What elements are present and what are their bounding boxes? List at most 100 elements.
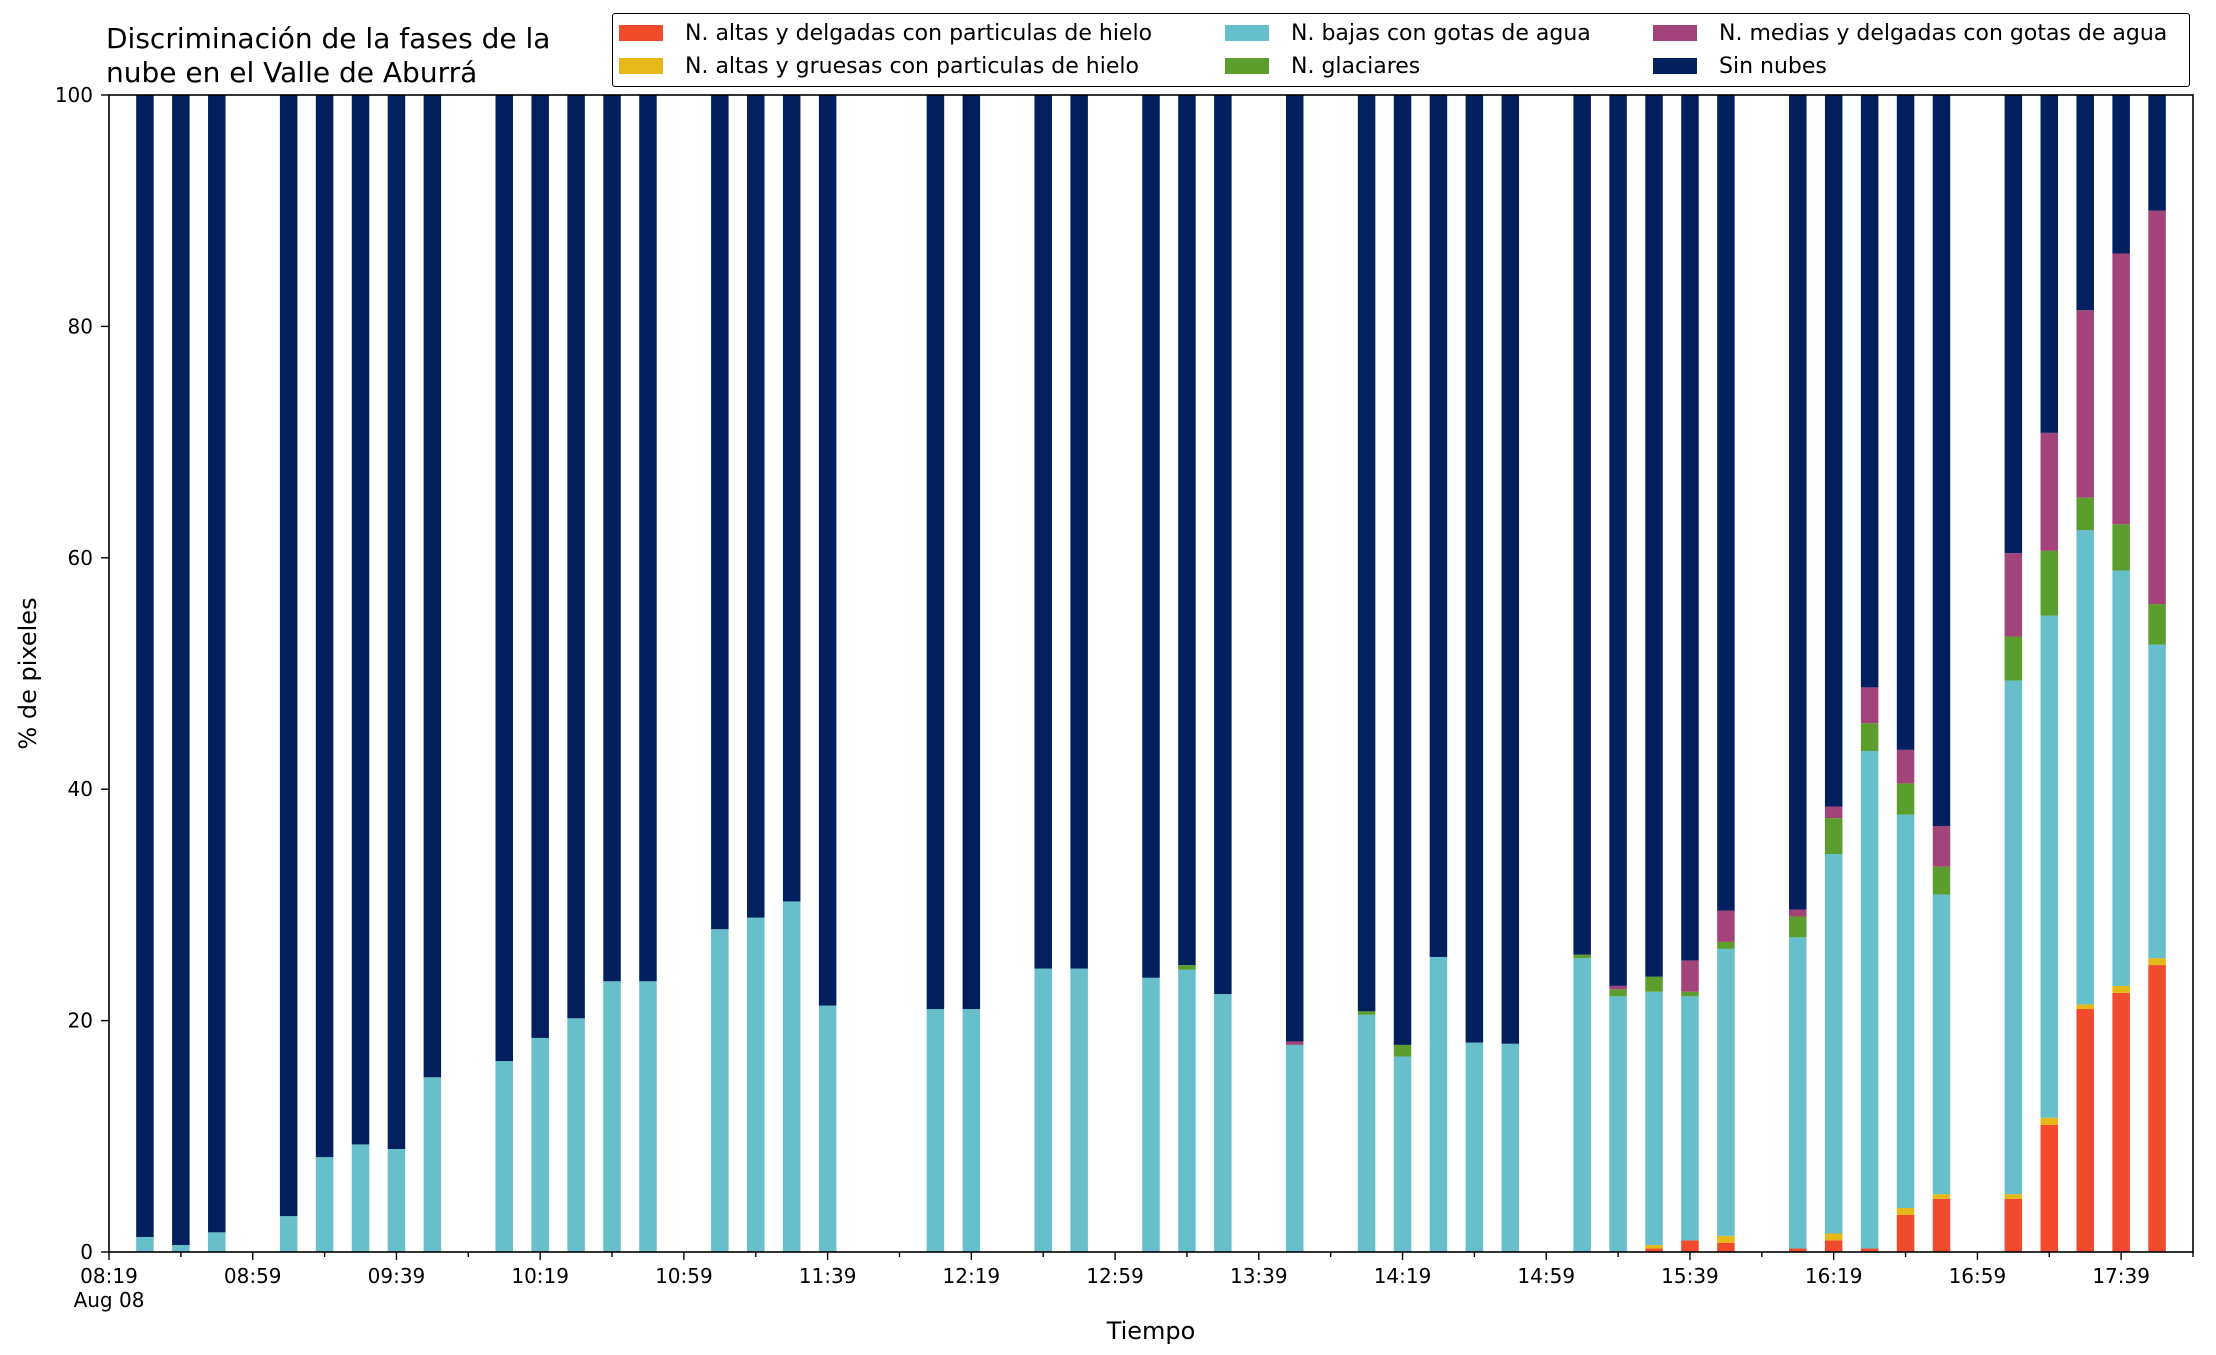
legend-item-medias: N. medias y delgadas con gotas de agua — [1653, 18, 2167, 48]
bar-segment-s2-1239 — [1034, 968, 1052, 1252]
bar-segment-s3-1749 — [2148, 604, 2166, 645]
bar-segment-s5-1239 — [1034, 95, 1052, 969]
x-tick-label: 14:19 — [1374, 1264, 1432, 1288]
legend-swatch — [1225, 25, 1269, 41]
bar-segment-s3-1709 — [2004, 636, 2023, 681]
bar-segment-s2-0939 — [387, 1149, 406, 1252]
x-tick-label: 16:19 — [1805, 1264, 1863, 1288]
bar-segment-s2-1439 — [1465, 1042, 1484, 1252]
bar-segment-s5-1109 — [711, 95, 729, 930]
bar-segment-s5-1119 — [747, 95, 765, 918]
bar-segment-s5-1509 — [1573, 95, 1591, 955]
bar-segment-s5-1329 — [1214, 95, 1232, 994]
bar-segment-s2-1449 — [1501, 1043, 1520, 1252]
bar-segment-s4-1739 — [2112, 253, 2130, 525]
bar-segment-s2-0919 — [315, 1157, 334, 1252]
bar-segment-s2-0929 — [351, 1144, 370, 1252]
bar-segment-s5-1129 — [782, 95, 801, 902]
bar-segment-s1-1649 — [1932, 1194, 1951, 1199]
chart-title: Discriminación de la fases de la nube en… — [106, 22, 551, 89]
bar-segment-s5-1309 — [1142, 95, 1160, 978]
bar-segment-s5-1009 — [495, 95, 513, 1062]
legend-item-altas-gruesas: N. altas y gruesas con particulas de hie… — [619, 51, 1139, 81]
bar-segment-s2-1629 — [1860, 751, 1879, 1249]
bar-segment-s2-0829 — [136, 1236, 154, 1252]
x-tick-label: 10:19 — [511, 1264, 569, 1288]
bar-segment-s4-1629 — [1860, 687, 1879, 724]
bar-segment-s2-1249 — [1070, 968, 1088, 1252]
legend-label: Sin nubes — [1719, 53, 1827, 79]
bar-segment-s3-1419 — [1393, 1044, 1412, 1057]
bar-segment-s3-1649 — [1932, 866, 1951, 895]
bar-segment-s2-0839 — [172, 1245, 190, 1252]
legend-label: N. medias y delgadas con gotas de agua — [1719, 20, 2168, 46]
bar-segment-s4-1719 — [2040, 432, 2059, 551]
bar-segment-s0-1649 — [1932, 1198, 1951, 1252]
bar-segment-s5-0929 — [351, 95, 370, 1145]
bar-segment-s5-1449 — [1501, 95, 1520, 1044]
bar-segment-s3-1719 — [2040, 550, 2059, 616]
bar-segment-s1-1549 — [1717, 1235, 1735, 1243]
y-tick-label: 40 — [68, 777, 93, 801]
bar-segment-s2-1049 — [639, 981, 657, 1252]
bar-segment-s1-1719 — [2040, 1117, 2059, 1125]
bar-segment-s4-1649 — [1932, 826, 1951, 867]
bar-segment-s0-1619 — [1824, 1240, 1843, 1252]
bar-segment-s5-0919 — [315, 95, 334, 1158]
bar-segment-s2-1009 — [495, 1061, 513, 1252]
y-tick-label: 20 — [68, 1009, 93, 1033]
x-tick-sublabel: Aug 08 — [74, 1288, 145, 1312]
bar-segment-s2-1329 — [1214, 993, 1232, 1252]
x-axis-label: Tiempo — [1106, 1317, 1196, 1345]
bar-segment-s0-1539 — [1681, 1240, 1699, 1252]
bar-segment-s2-1529 — [1645, 991, 1663, 1246]
bar-segment-s2-1549 — [1717, 948, 1735, 1236]
bar-segment-s3-1619 — [1824, 818, 1843, 854]
bar-segment-s2-1039 — [603, 981, 621, 1252]
y-tick-label: 0 — [80, 1240, 93, 1264]
bar-segment-s1-1729 — [2076, 1004, 2094, 1010]
bar-segment-s2-0909 — [279, 1216, 298, 1252]
y-tick-label: 80 — [68, 314, 93, 338]
legend-item-glaciares: N. glaciares — [1225, 51, 1420, 81]
bar-segment-s4-1609 — [1789, 909, 1807, 917]
bar-segment-s5-1719 — [2040, 95, 2059, 433]
bar-segment-s2-1219 — [962, 1009, 981, 1252]
bar-segment-s4-1539 — [1681, 960, 1699, 992]
bar-segment-s3-1739 — [2112, 524, 2130, 571]
bar-segment-s4-1619 — [1824, 806, 1843, 819]
bar-segment-s3-1529 — [1645, 976, 1663, 992]
bar-segment-s1-1529 — [1645, 1245, 1663, 1249]
bar-segment-s2-1109 — [711, 929, 729, 1252]
bar-segment-s5-1019 — [531, 95, 549, 1038]
bar-segment-s3-1629 — [1860, 723, 1879, 752]
legend-label: N. glaciares — [1291, 53, 1421, 79]
bar-segment-s5-1519 — [1609, 95, 1627, 986]
bar-segment-s3-1729 — [2076, 497, 2094, 531]
legend-swatch — [619, 25, 663, 41]
bar-segment-s2-1349 — [1285, 1044, 1304, 1252]
bar-segment-s5-1049 — [639, 95, 657, 982]
bar-segment-s4-1749 — [2148, 210, 2166, 605]
x-tick-label: 10:59 — [655, 1264, 713, 1288]
bar-segment-s0-1749 — [2148, 965, 2166, 1252]
bar-segment-s0-1639 — [1896, 1214, 1915, 1252]
bar-segment-s2-1619 — [1824, 853, 1843, 1234]
bar-segment-s3-1639 — [1896, 783, 1915, 815]
x-tick-label: 13:39 — [1230, 1264, 1288, 1288]
bar-segment-s2-1019 — [531, 1037, 549, 1252]
bar-segment-s2-1649 — [1932, 894, 1951, 1195]
bar-segment-s5-1429 — [1429, 95, 1448, 957]
bar-segment-s5-0949 — [423, 95, 442, 1078]
bar-segment-s5-1439 — [1465, 95, 1484, 1043]
bar-segment-s5-1549 — [1717, 95, 1735, 911]
legend-item-bajas: N. bajas con gotas de agua — [1225, 18, 1591, 48]
bar-segment-s2-1609 — [1789, 937, 1807, 1249]
bar-segment-s3-1319 — [1178, 965, 1196, 970]
x-tick-label: 08:59 — [224, 1264, 282, 1288]
bar-segment-s2-0849 — [208, 1232, 226, 1252]
x-tick-label: 17:39 — [2092, 1264, 2150, 1288]
bar-segment-s3-1409 — [1357, 1011, 1376, 1015]
bar-segment-s5-1639 — [1896, 95, 1915, 750]
